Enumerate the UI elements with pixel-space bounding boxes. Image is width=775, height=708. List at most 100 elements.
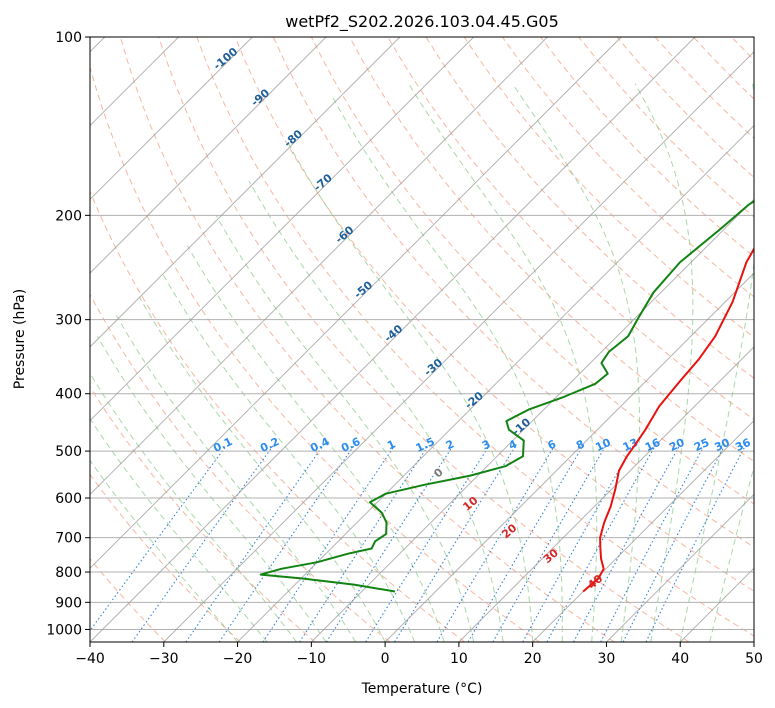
mixing-ratio-label: 0.2: [258, 435, 281, 455]
dry-adiabat: [90, 386, 316, 642]
moist-adiabat: [709, 464, 754, 642]
isotherm-line: [90, 37, 253, 201]
mixing-ratio-line: [90, 445, 227, 632]
dry-adiabat: [90, 65, 540, 642]
y-tick-label: 400: [55, 387, 82, 403]
mixing-ratio-label: 13: [621, 436, 640, 454]
dry-adiabat: [234, 37, 754, 592]
moist-adiabat-label: 0: [431, 465, 445, 480]
grid-lines: [90, 37, 754, 642]
y-tick-label: 500: [55, 444, 82, 460]
moist-adiabat: [97, 336, 327, 642]
isotherm-line: [532, 419, 754, 642]
isotherm-line: [90, 37, 622, 569]
mixing-ratio-label: 0.4: [308, 435, 331, 455]
background-lines: [90, 37, 754, 642]
isotherm-line: [90, 37, 401, 348]
dry-adiabat: [692, 37, 754, 100]
y-tick-label: 900: [55, 595, 82, 611]
mixing-ratio-label: 4: [507, 437, 520, 452]
mixing-ratio-label: 20: [667, 436, 687, 454]
profile-series: [259, 200, 754, 593]
moist-adiabat: [139, 297, 386, 642]
dry-adiabat: [387, 37, 754, 421]
mixing-ratio-line: [365, 445, 490, 642]
y-tick-label: 200: [55, 208, 82, 224]
dry-adiabat: [311, 37, 754, 505]
moist-adiabat: [90, 417, 268, 642]
x-tick-label: −40: [75, 651, 105, 667]
moist-adiabat: [330, 94, 563, 642]
moist-adiabat: [679, 83, 754, 642]
x-tick-label: 40: [671, 651, 689, 667]
x-tick-label: 20: [524, 651, 542, 667]
line-annotations: 0.1 0.2 0.4 0.6 1 1.5 2 3 4 6 8 10 13 16 20 25 30 36-100-…: [211, 45, 753, 592]
dry-adiabat-label: -70: [311, 171, 335, 194]
y-axis-label: Pressure (hPa): [12, 289, 28, 389]
mixing-ratio-line: [394, 445, 517, 642]
mixing-ratio-line: [645, 445, 746, 642]
x-tick-label: 0: [381, 651, 390, 667]
moist-adiabat: [215, 215, 475, 642]
isotherm-line: [90, 37, 548, 496]
moist-adiabat-label: 10: [460, 494, 480, 514]
mixing-ratio-label: 0.1: [211, 435, 234, 455]
dry-adiabat-label: -80: [282, 127, 306, 150]
dry-adiabat: [158, 37, 690, 642]
x-tick-label: 50: [745, 651, 763, 667]
isotherm-line: [606, 493, 754, 642]
mixing-ratio-label: 10: [593, 436, 613, 454]
isotherm-line: [90, 37, 696, 642]
mixing-ratio-line: [522, 445, 634, 642]
mixing-ratio-label: 1.5: [414, 435, 437, 455]
dry-adiabat: [349, 37, 754, 463]
dewpoint-line: [259, 200, 754, 593]
isotherm-line: [163, 51, 754, 642]
mixing-ratio-label: 25: [692, 436, 711, 454]
moist-adiabat: [408, 83, 598, 642]
mixing-ratio-line: [131, 445, 274, 642]
isotherm-line: [90, 37, 327, 274]
mixing-ratio-label: 8: [574, 437, 586, 452]
dry-adiabat: [501, 37, 754, 298]
temperature-line: [582, 246, 754, 593]
dry-adiabat-label: -20: [462, 389, 486, 412]
dry-adiabat: [272, 37, 754, 548]
dry-adiabat: [90, 190, 465, 642]
mixing-ratio-line: [436, 445, 555, 642]
x-tick-label: −10: [297, 651, 327, 667]
y-tick-label: 300: [55, 313, 82, 329]
isotherm-line: [679, 567, 754, 642]
moist-adiabat: [248, 180, 504, 642]
dry-adiabat-label: -100: [211, 45, 241, 73]
moist-adiabat: [115, 315, 357, 642]
moist-adiabat: [512, 83, 640, 642]
x-tick-label: 10: [450, 651, 468, 667]
mixing-ratio-line: [467, 445, 584, 642]
dry-adiabat: [463, 37, 754, 338]
dry-adiabat-label: -10: [510, 415, 534, 438]
isotherm-line: [753, 641, 754, 642]
y-tick-label: 100: [55, 30, 82, 46]
mixing-ratio-label: 0.6: [339, 435, 362, 455]
dry-adiabat-label: -50: [352, 278, 376, 301]
chart-title: wetPf2_S202.2026.103.04.45.G05: [285, 12, 559, 32]
mixing-ratio-label: 16: [643, 436, 663, 454]
dry-adiabat: [90, 293, 391, 642]
mixing-ratio-line: [325, 445, 454, 642]
isotherm-line: [384, 272, 754, 642]
moist-adiabat: [634, 83, 694, 642]
dry-adiabat: [578, 37, 754, 218]
dry-adiabat-label: -30: [422, 356, 446, 379]
y-tick-label: 1000: [46, 622, 82, 638]
x-axis: −40 −30 −20 −10 0 10 20 30 40 50: [75, 642, 763, 667]
mixing-ratio-line: [262, 445, 395, 642]
y-axis: 100 200 300 400 500 600 700 800 900 1000: [46, 30, 90, 638]
moist-adiabat: [90, 372, 297, 642]
dry-adiabat: [731, 37, 754, 61]
isotherm-line: [90, 37, 475, 422]
mixing-ratio-line: [600, 445, 705, 642]
mixing-ratio-line: [622, 445, 725, 642]
mixing-ratio-line: [218, 445, 355, 642]
